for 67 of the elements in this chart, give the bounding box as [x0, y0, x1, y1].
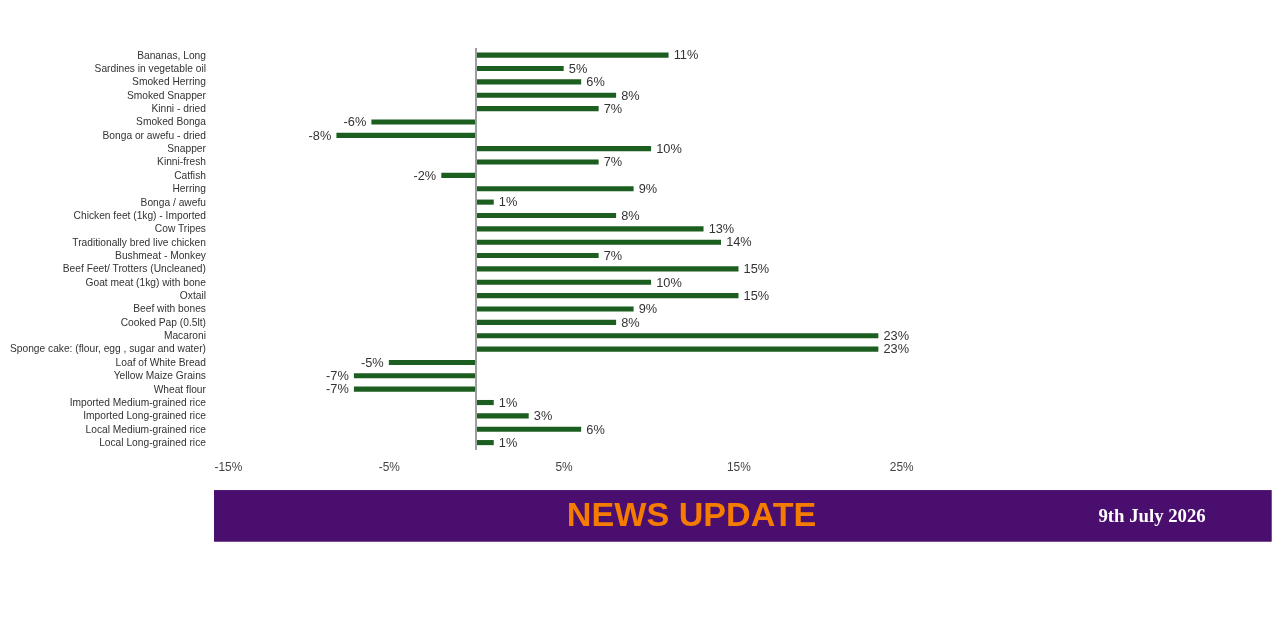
y-tick-label: Goat meat (1kg) with bone	[85, 276, 207, 288]
data-label: 8%	[621, 207, 640, 223]
y-tick-label: Imported Long-grained rice	[83, 410, 207, 422]
data-label: 8%	[621, 314, 640, 330]
y-tick-label: Bananas, Long	[137, 49, 207, 61]
data-label: 6%	[586, 421, 605, 437]
data-label: 6%	[586, 74, 605, 90]
data-label: -7%	[326, 381, 349, 397]
y-tick-label: Oxtail	[179, 290, 206, 302]
y-tick-label: Smoked Snapper	[126, 89, 207, 101]
data-label: 7%	[603, 100, 623, 116]
y-tick-label: Sardines in vegetable oil	[94, 62, 206, 74]
text: NEWS UPDATE	[566, 495, 817, 534]
text: 9th July 2026	[1098, 504, 1206, 526]
y-tick-label: Traditionally bred live chicken	[72, 236, 207, 248]
x-tick-label: -15%	[214, 460, 243, 475]
data-label: 1%	[498, 194, 518, 210]
data-label: 1%	[498, 394, 518, 410]
y-tick-label: Bushmeat - Monkey	[115, 249, 207, 261]
data-label: 23%	[883, 327, 910, 343]
data-label: 23%	[883, 341, 910, 357]
y-tick-label: Smoked Herring	[132, 76, 207, 88]
data-label: 7%	[603, 247, 623, 263]
y-tick-label: Local Long-grained rice	[99, 437, 207, 449]
y-tick-label: Cooked Pap (0.5lt)	[120, 316, 206, 328]
y-tick-label: Bonga / awefu	[140, 196, 206, 208]
data-label: 8%	[621, 87, 640, 103]
y-tick-label: Kinni-fresh	[157, 156, 207, 168]
data-label: -8%	[308, 127, 332, 143]
data-label: 3%	[533, 408, 553, 424]
x-tick-label: 25%	[889, 460, 915, 475]
data-label: 5%	[568, 60, 588, 76]
y-tick-label: Imported Medium-grained rice	[69, 396, 207, 408]
data-label: 13%	[708, 221, 735, 237]
y-tick-label: Herring	[172, 183, 207, 195]
y-tick-label: Sponge cake: (flour, egg , sugar and water)	[9, 343, 206, 355]
y-tick-label: Loaf of White Bread	[115, 356, 207, 368]
x-tick-label: 15%	[726, 460, 752, 475]
data-label: 15%	[743, 287, 770, 303]
y-tick-label: Beef with bones	[133, 303, 206, 315]
y-tick-label: Smoked Bonga	[136, 116, 207, 128]
y-tick-label: Catfish	[174, 169, 207, 181]
data-label: 15%	[743, 261, 770, 277]
y-tick-label: Local Medium-grained rice	[85, 423, 207, 435]
data-label: 1%	[498, 434, 518, 450]
y-tick-label: Macaroni	[163, 330, 206, 342]
data-label: -6%	[343, 114, 367, 130]
data-label: -2%	[413, 167, 437, 183]
y-tick-label: Cow Tripes	[154, 223, 206, 235]
y-tick-label: Wheat flour	[153, 383, 207, 395]
data-label: -7%	[326, 368, 349, 384]
data-label: 9%	[638, 181, 658, 197]
data-label: 10%	[656, 274, 682, 290]
y-tick-label: Beef Feet/ Trotters (Uncleaned)	[62, 263, 206, 275]
x-tick-label: 5%	[555, 460, 574, 475]
y-tick-label: Chicken feet (1kg) - Imported	[73, 209, 207, 221]
data-label: 11%	[673, 47, 699, 63]
x-tick-label: -5%	[378, 460, 401, 475]
data-label: 9%	[638, 301, 658, 317]
y-tick-label: Yellow Maize Grains	[113, 370, 206, 382]
data-label: 14%	[726, 234, 752, 250]
y-tick-label: Kinni - dried	[151, 103, 207, 115]
data-label: 10%	[656, 140, 682, 156]
y-tick-label: Bonga or awefu - dried	[102, 129, 207, 141]
y-tick-label: Snapper	[167, 143, 207, 155]
data-label: -5%	[361, 354, 384, 370]
data-label: 7%	[603, 154, 623, 170]
